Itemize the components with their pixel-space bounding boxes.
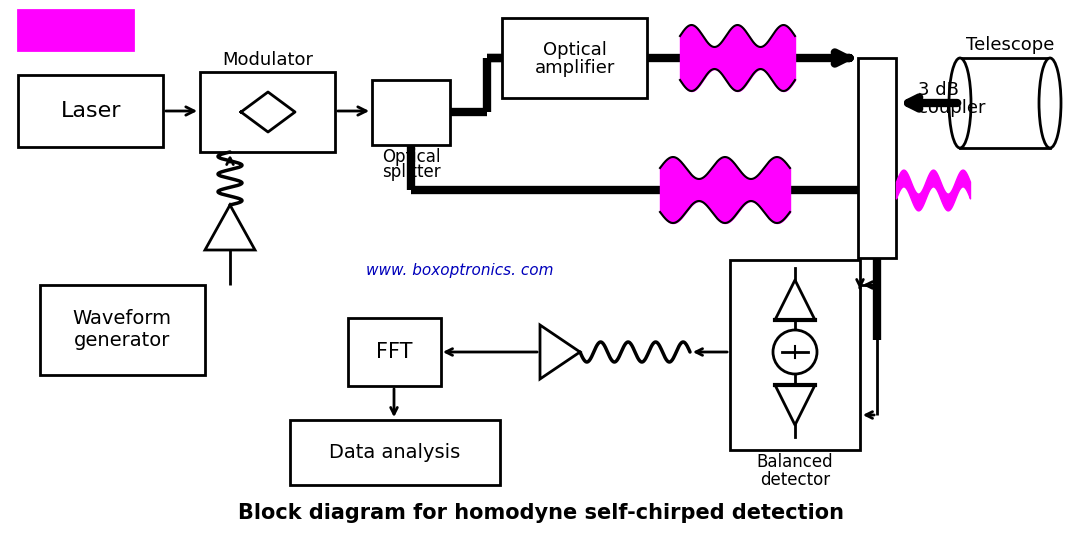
Bar (502, 18, 647, 98)
Text: Waveform: Waveform (72, 308, 172, 327)
Text: 3 dB: 3 dB (918, 81, 959, 99)
Circle shape (773, 330, 817, 374)
Ellipse shape (1039, 58, 1061, 148)
Text: detector: detector (760, 471, 830, 489)
Text: Data analysis: Data analysis (329, 442, 461, 461)
Text: Optical: Optical (543, 41, 607, 59)
Text: coupler: coupler (918, 99, 986, 117)
Bar (730, 260, 860, 450)
Text: Balanced: Balanced (756, 453, 833, 471)
Text: Block diagram for homodyne self-chirped detection: Block diagram for homodyne self-chirped … (238, 503, 844, 523)
Bar (18, 75, 163, 147)
Bar (858, 58, 896, 258)
Bar (290, 420, 500, 485)
Text: splitter: splitter (382, 163, 440, 181)
Bar (372, 80, 450, 145)
Bar (40, 285, 204, 375)
Text: amplifier: amplifier (535, 59, 616, 77)
Bar (200, 72, 335, 152)
Text: Telescope: Telescope (966, 36, 1054, 54)
Text: www. boxoptronics. com: www. boxoptronics. com (366, 262, 554, 278)
Ellipse shape (949, 58, 971, 148)
Text: FFT: FFT (375, 342, 412, 362)
Bar (348, 318, 441, 386)
Text: generator: generator (74, 331, 170, 350)
Text: Modulator: Modulator (223, 51, 314, 69)
Bar (18, 10, 133, 50)
Text: Optical: Optical (382, 148, 440, 166)
Bar (960, 58, 1050, 148)
Text: Laser: Laser (61, 101, 121, 121)
